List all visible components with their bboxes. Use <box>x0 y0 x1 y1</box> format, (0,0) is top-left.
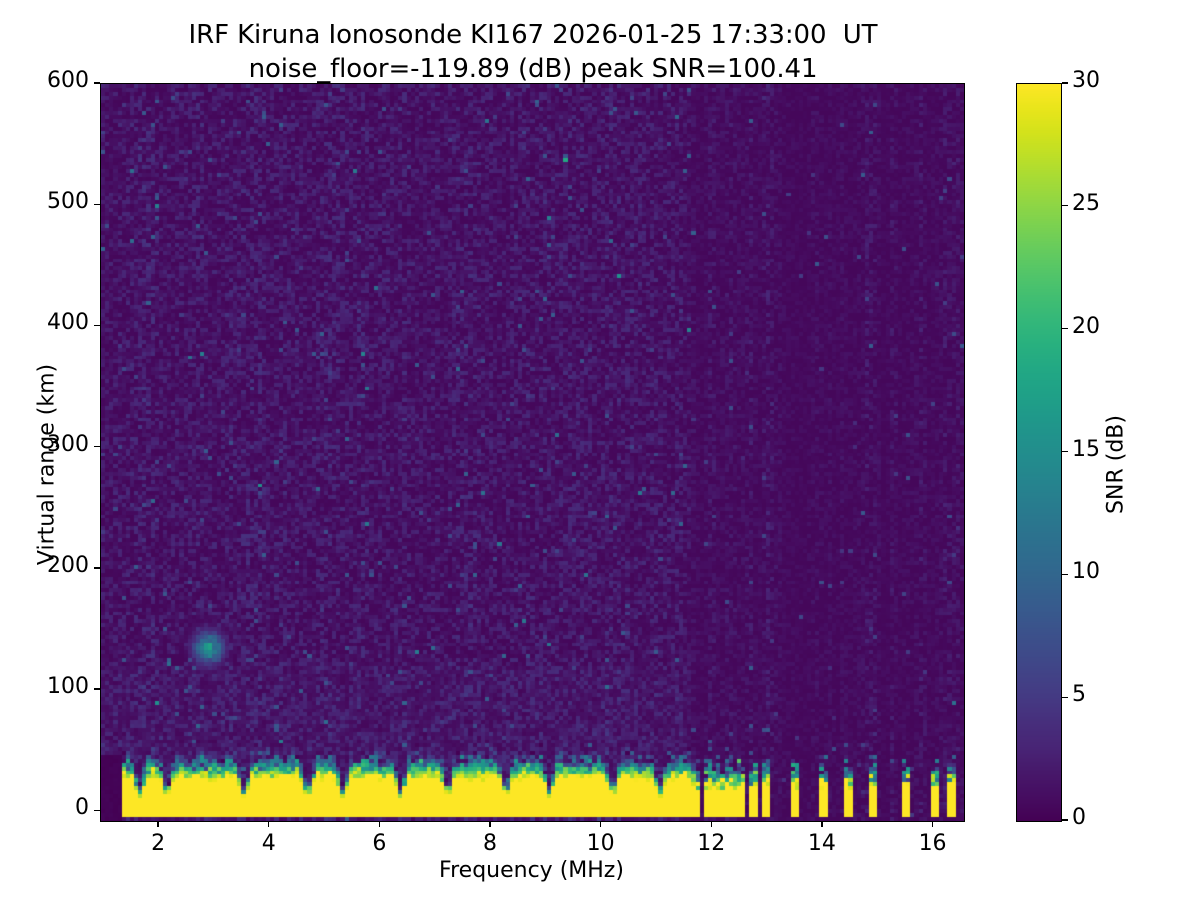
colorbar-gradient-canvas <box>1017 84 1061 821</box>
y-tick-mark <box>94 688 100 690</box>
x-tick-mark <box>821 821 823 827</box>
y-tick-label: 0 <box>75 795 89 821</box>
colorbar-tick-label: 15 <box>1072 436 1100 462</box>
colorbar-tick-label: 10 <box>1072 559 1100 585</box>
x-tick-mark <box>268 821 270 827</box>
y-tick-mark <box>94 567 100 569</box>
x-tick-mark <box>378 821 380 827</box>
title-line-1: IRF Kiruna Ionosonde KI167 2026-01-25 17… <box>188 20 878 50</box>
y-tick-mark <box>94 446 100 448</box>
x-tick-label: 14 <box>807 831 836 856</box>
colorbar-tick-mark <box>1062 82 1068 84</box>
y-tick-label: 600 <box>47 68 89 93</box>
x-axis-label: Frequency (MHz) <box>439 858 624 883</box>
colorbar-tick-label: 20 <box>1072 313 1100 339</box>
colorbar-tick-label: 5 <box>1072 682 1086 708</box>
y-tick-mark <box>94 82 100 84</box>
title-line-2: noise_floor=-119.89 (dB) peak SNR=100.41 <box>248 54 818 85</box>
y-tick-mark <box>94 203 100 205</box>
x-tick-mark <box>931 821 934 827</box>
x-tick-mark <box>489 821 491 827</box>
colorbar-tick-mark <box>1062 573 1068 575</box>
colorbar-tick-mark <box>1062 328 1068 330</box>
colorbar-tick-label: 25 <box>1072 190 1100 216</box>
x-tick-label: 8 <box>483 831 497 856</box>
y-tick-label: 400 <box>47 310 89 336</box>
ionogram-plot-area <box>100 83 965 822</box>
colorbar-tick-mark <box>1062 205 1068 207</box>
plot-title: IRF Kiruna Ionosonde KI167 2026-01-25 17… <box>0 18 1066 87</box>
ionogram-heatmap-canvas <box>101 84 964 821</box>
y-tick-label: 200 <box>47 552 89 578</box>
colorbar-tick-mark <box>1062 450 1068 453</box>
x-tick-mark <box>710 821 712 827</box>
x-tick-label: 10 <box>586 831 615 856</box>
x-tick-label: 6 <box>372 831 387 856</box>
x-tick-mark <box>157 821 159 827</box>
colorbar <box>1016 83 1062 822</box>
x-tick-label: 16 <box>918 831 947 856</box>
x-tick-label: 12 <box>697 831 726 856</box>
colorbar-label: SNR (dB) <box>1103 415 1129 514</box>
y-tick-label: 500 <box>47 189 89 215</box>
x-tick-mark <box>600 821 602 827</box>
y-tick-mark <box>94 324 100 327</box>
y-tick-mark <box>94 809 100 811</box>
colorbar-tick-label: 0 <box>1072 805 1086 830</box>
x-tick-label: 4 <box>261 831 276 856</box>
colorbar-tick-mark <box>1062 819 1068 821</box>
x-tick-label: 2 <box>151 831 166 856</box>
colorbar-tick-label: 30 <box>1072 68 1100 93</box>
y-tick-label: 300 <box>47 431 89 457</box>
y-tick-label: 100 <box>47 674 89 700</box>
colorbar-tick-mark <box>1062 696 1068 698</box>
